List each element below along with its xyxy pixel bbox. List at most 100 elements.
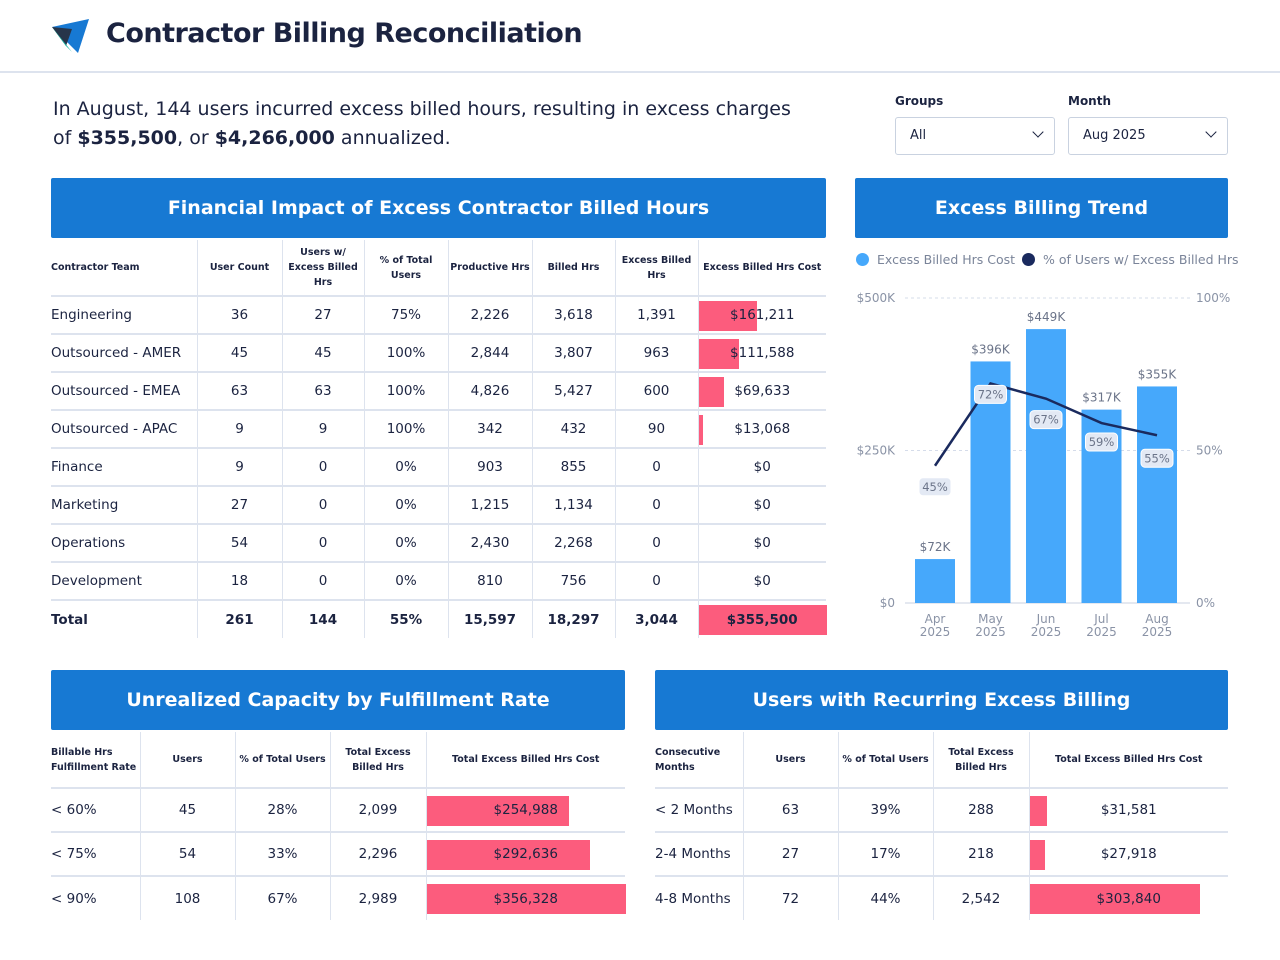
table-cell: 90	[615, 409, 699, 448]
column-header: Consecutive Months	[655, 732, 744, 788]
column-header: Total Excess Billed Hrs	[933, 732, 1030, 788]
chevron-down-icon	[1032, 126, 1044, 138]
x-tick: 2025	[1031, 625, 1062, 639]
table-cell: 0	[615, 485, 699, 524]
table-cell: $292,636	[426, 831, 625, 876]
table-cell: 261	[197, 599, 283, 638]
groups-label: Groups	[895, 94, 944, 108]
pct-label: 45%	[922, 480, 948, 494]
column-header: Users	[743, 732, 839, 788]
table-cell: 144	[282, 599, 365, 638]
table-cell: 27	[743, 831, 839, 876]
table-row: < 90% 108 67% 2,989 $356,328	[51, 875, 626, 920]
table-cell: Development	[51, 561, 198, 600]
table-cell: 100%	[364, 409, 449, 448]
column-header: Billable Hrs Fulfillment Rate	[51, 732, 141, 788]
cost-value: $27,918	[1100, 846, 1157, 862]
pct-label-bg	[1085, 432, 1118, 452]
table-cell: 0%	[364, 447, 449, 486]
table-cell: 342	[448, 409, 533, 448]
table-cell: 63	[743, 787, 839, 832]
table-cell: < 60%	[51, 787, 141, 832]
table-cell: 108	[140, 875, 236, 920]
table-cell: < 90%	[51, 875, 141, 920]
table-cell: 44%	[838, 875, 934, 920]
x-tick: 2025	[1142, 625, 1173, 639]
table-cell: 63	[197, 371, 283, 410]
table-cell: 288	[933, 787, 1030, 832]
recurring-table: Consecutive Months Users% of Total Users T…	[655, 732, 1228, 920]
pct-label-bg	[918, 477, 952, 497]
bar-label: $317K	[1082, 391, 1122, 405]
table-cell: 36	[197, 295, 283, 334]
pct-label-bg	[1029, 410, 1063, 430]
cost-bar	[1029, 796, 1048, 826]
column-header: Excess Billed Hrs Cost	[703, 262, 822, 273]
table-cell: Finance	[51, 447, 198, 486]
trend-title: Excess Billing Trend	[855, 178, 1228, 238]
cost-bar	[426, 840, 590, 870]
table-cell: 18	[197, 561, 283, 600]
table-cell: $111,588	[698, 333, 826, 372]
legend-item-pct: % of Users w/ Excess Billed Hrs	[1022, 252, 1239, 267]
header-bar	[0, 0, 1280, 73]
cost-value: $0	[753, 535, 771, 551]
table-cell: $254,988	[426, 787, 625, 832]
table-cell: Operations	[51, 523, 198, 562]
cost-value: $161,211	[730, 307, 795, 323]
pct-line	[933, 381, 1158, 467]
table-cell: 72	[743, 875, 839, 920]
cost-bar	[698, 605, 827, 635]
table-cell: 600	[615, 371, 699, 410]
pct-label: 72%	[978, 387, 1004, 401]
table-cell: 2,268	[532, 523, 616, 562]
month-select[interactable]: Aug 2025	[1068, 117, 1228, 155]
table-cell: 1,134	[532, 485, 616, 524]
cost-bar	[1029, 884, 1200, 914]
page-title: Contractor Billing Reconciliation	[106, 18, 583, 49]
y-right-tick: 100%	[1196, 291, 1230, 305]
pct-label-bg	[974, 384, 1007, 404]
table-cell: < 75%	[51, 831, 141, 876]
cost-bar	[698, 377, 724, 407]
groups-select[interactable]: All	[895, 117, 1055, 155]
table-cell: $31,581	[1029, 787, 1228, 832]
table-cell: 756	[532, 561, 616, 600]
bar	[915, 559, 955, 603]
table-cell: 3,618	[532, 295, 616, 334]
y-left-tick: $250K	[857, 444, 897, 458]
trend-chart: $0 0%$250K 50%$500K 100%$72KApr2025$396KMay…	[857, 291, 1230, 639]
legend-swatch	[1022, 253, 1035, 266]
y-left-tick: $0	[880, 596, 895, 610]
table-cell: 15,597	[448, 599, 533, 638]
table-row: Development 18 0 0% 810 756 0 $0	[51, 561, 826, 600]
table-cell: Outsourced - EMEA	[51, 371, 198, 410]
financial-title: Financial Impact of Excess Contractor Bi…	[51, 178, 826, 238]
table-cell: 0	[282, 561, 365, 600]
table-cell: 45	[282, 333, 365, 372]
pct-label: 59%	[1089, 435, 1115, 449]
x-tick: 2025	[1086, 625, 1117, 639]
cost-bar	[698, 415, 704, 445]
cost-value: $303,840	[1096, 890, 1161, 907]
legend-item-cost: Excess Billed Hrs Cost	[856, 252, 1015, 267]
cost-value: $0	[753, 497, 771, 513]
table-cell: 0%	[364, 561, 449, 600]
bar	[1137, 386, 1177, 603]
table-cell: 33%	[235, 831, 331, 876]
table-cell: 17%	[838, 831, 934, 876]
table-cell: 2,542	[933, 875, 1030, 920]
cost-value: $292,636	[493, 846, 558, 862]
table-cell: 67%	[235, 875, 331, 920]
column-header: % of Total Users	[364, 240, 449, 296]
column-header: Total Excess Billed Hrs Cost	[1055, 754, 1203, 765]
cost-value: $254,988	[493, 802, 558, 818]
table-cell: 18,297	[532, 599, 616, 638]
table-cell: < 2 Months	[655, 787, 744, 832]
month-label: Month	[1068, 94, 1112, 108]
x-tick: Jun	[1036, 612, 1056, 626]
cost-bar	[426, 796, 569, 826]
table-row: < 75% 54 33% 2,296 $292,636	[51, 831, 625, 876]
x-tick: 2025	[975, 625, 1006, 639]
table-cell: 9	[197, 447, 283, 486]
